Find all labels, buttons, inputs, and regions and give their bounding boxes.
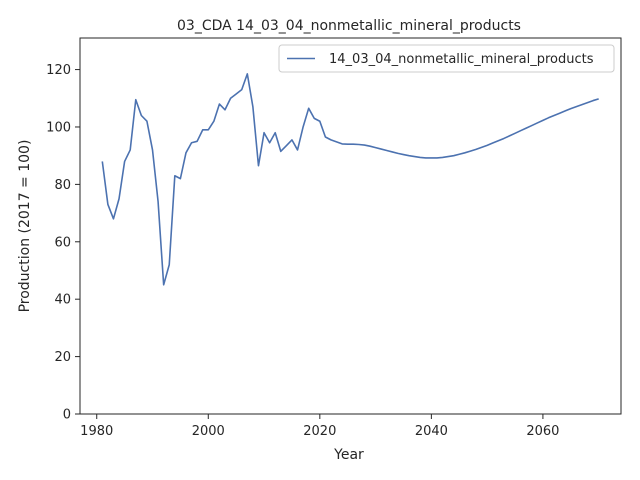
plot-frame [79, 37, 622, 415]
y-tick-label: 100 [46, 120, 71, 135]
x-axis-label: Year [333, 447, 364, 463]
legend: 14_03_04_nonmetallic_mineral_products [278, 44, 615, 73]
x-tick-label: 1980 [80, 424, 113, 439]
x-tick-label: 2000 [192, 424, 225, 439]
plot-area [79, 37, 622, 415]
x-tick-label: 2040 [415, 424, 448, 439]
y-tick-label: 60 [54, 235, 71, 250]
x-tick-label: 2020 [303, 424, 336, 439]
legend-label: 14_03_04_nonmetallic_mineral_products [329, 52, 594, 67]
y-tick-label: 20 [54, 350, 71, 365]
y-tick-label: 120 [46, 63, 71, 78]
series-line-0 [101, 73, 599, 286]
x-tick-label: 2060 [526, 424, 559, 439]
y-tick-label: 40 [54, 293, 71, 308]
legend-box [278, 44, 615, 73]
y-axis: 0 20 40 60 80 100 120 [46, 63, 80, 423]
y-axis-label: Production (2017 = 100) [17, 140, 33, 313]
x-axis: 1980 2000 2020 2040 2060 [80, 414, 559, 439]
y-tick-label: 80 [54, 178, 71, 193]
y-tick-label: 0 [63, 408, 71, 423]
chart-title: 03_CDA 14_03_04_nonmetallic_mineral_prod… [177, 18, 521, 34]
